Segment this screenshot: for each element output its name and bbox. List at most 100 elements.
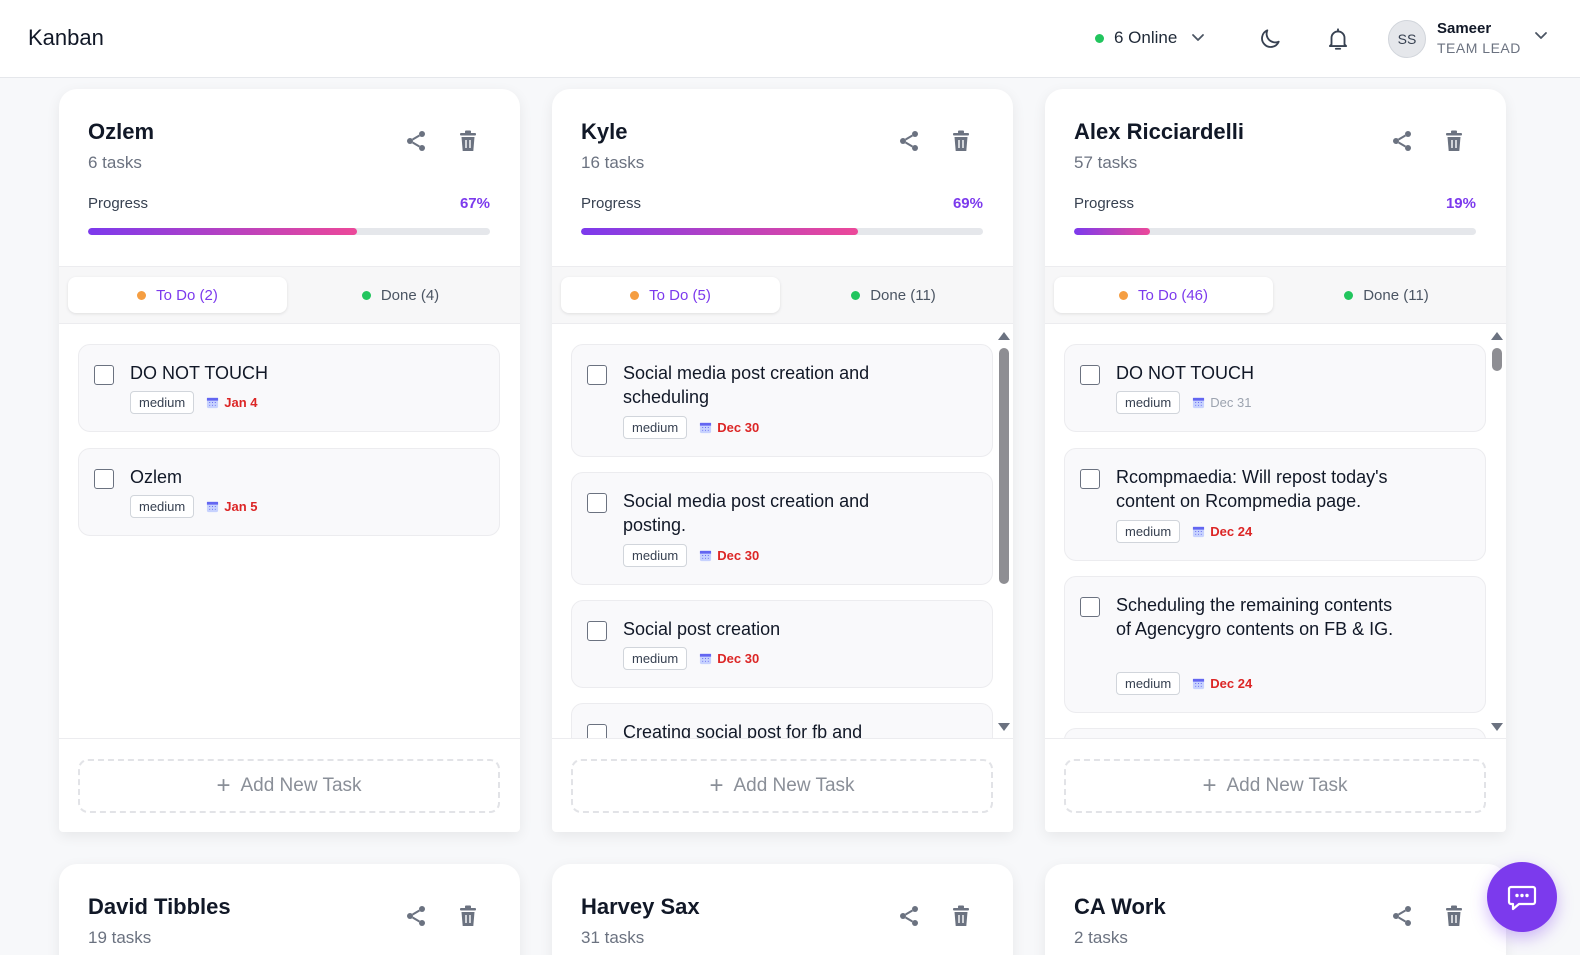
- tab-todo[interactable]: To Do (5): [561, 277, 780, 313]
- task-meta: medium Jan 4: [130, 391, 258, 414]
- tab-done-label: Done (11): [1363, 286, 1429, 304]
- progress-bar: [88, 228, 490, 235]
- board-card-david-tibbles: David Tibbles 19 tasks: [59, 864, 520, 955]
- scroll-up-arrow[interactable]: [1491, 332, 1503, 340]
- due-date: Dec 30: [699, 548, 759, 563]
- scrollbar-thumb[interactable]: [1492, 348, 1502, 371]
- task-checkbox[interactable]: [587, 621, 607, 641]
- progress-percent: 67%: [459, 195, 490, 212]
- todo-dot: [1118, 290, 1128, 300]
- trash-icon[interactable]: [1443, 904, 1465, 928]
- board-header: Alex Ricciardelli 57 tasks Progress 19%: [1045, 89, 1506, 267]
- task-card[interactable]: Scheduling the remaining contents of Age…: [1064, 576, 1486, 713]
- progress-bar: [1074, 228, 1476, 235]
- due-date: Dec 30: [699, 651, 759, 666]
- online-users-dropdown[interactable]: 6 Online: [1095, 28, 1205, 48]
- tab-done[interactable]: Done (11): [1277, 277, 1496, 313]
- task-meta: medium Dec 24: [1116, 672, 1252, 695]
- plus-icon: +: [216, 772, 231, 799]
- avatar[interactable]: SS: [1388, 20, 1426, 58]
- todo-dot: [137, 290, 147, 300]
- scroll-up-arrow[interactable]: [998, 332, 1010, 340]
- online-status-dot: [1095, 33, 1104, 43]
- task-card[interactable]: [1064, 728, 1486, 738]
- board-card-kyle: Kyle 16 tasks Progress 69% To Do (5) Don…: [552, 89, 1013, 832]
- task-card[interactable]: Rcompmaedia: Will repost today's content…: [1064, 448, 1486, 561]
- board-header: Kyle 16 tasks Progress 69%: [552, 89, 1013, 267]
- scrollbar-thumb[interactable]: [999, 348, 1009, 584]
- chat-button[interactable]: [1487, 862, 1557, 932]
- scroll-down-arrow[interactable]: [1491, 723, 1503, 731]
- task-card[interactable]: DO NOT TOUCH medium Jan 4: [78, 344, 500, 432]
- task-meta: medium Dec 31: [1116, 391, 1251, 414]
- tab-done[interactable]: Done (11): [784, 277, 1003, 313]
- task-card[interactable]: Social post creation medium Dec 30: [571, 600, 993, 688]
- calendar-icon: [700, 422, 712, 434]
- progress-label: Progress: [88, 195, 149, 212]
- share-icon[interactable]: [404, 904, 428, 928]
- tab-todo-label: To Do (2): [156, 286, 218, 304]
- trash-icon[interactable]: [457, 129, 479, 153]
- due-date-text: Dec 30: [717, 548, 760, 563]
- trash-icon[interactable]: [950, 129, 972, 153]
- task-checkbox[interactable]: [587, 493, 607, 513]
- share-icon[interactable]: [897, 904, 921, 928]
- task-checkbox[interactable]: [1080, 365, 1100, 385]
- chevron-down-icon[interactable]: [1533, 30, 1549, 42]
- task-card[interactable]: Creating social post for fb and: [571, 703, 993, 738]
- trash-icon[interactable]: [950, 904, 972, 928]
- scroll-down-arrow[interactable]: [998, 723, 1010, 731]
- task-checkbox[interactable]: [1080, 469, 1100, 489]
- share-icon[interactable]: [1390, 129, 1414, 153]
- due-date: Dec 24: [1192, 524, 1252, 539]
- task-card[interactable]: Social media post creation and posting. …: [571, 472, 993, 585]
- board-task-count: 2 tasks: [1074, 928, 1128, 947]
- task-meta: medium Dec 30: [623, 647, 759, 670]
- tab-done-label: Done (4): [380, 286, 440, 304]
- trash-icon[interactable]: [457, 904, 479, 928]
- calendar-icon: [1193, 526, 1205, 538]
- share-icon[interactable]: [897, 129, 921, 153]
- task-list: Social media post creation and schedulin…: [552, 324, 1013, 738]
- tab-todo[interactable]: To Do (46): [1054, 277, 1273, 313]
- add-task-button[interactable]: + Add New Task: [571, 759, 993, 813]
- task-checkbox[interactable]: [1080, 597, 1100, 617]
- task-checkbox[interactable]: [94, 365, 114, 385]
- add-task-button[interactable]: + Add New Task: [78, 759, 500, 813]
- task-card[interactable]: Ozlem medium Jan 5: [78, 448, 500, 536]
- add-task-button[interactable]: + Add New Task: [1064, 759, 1486, 813]
- task-checkbox[interactable]: [587, 365, 607, 385]
- task-card[interactable]: DO NOT TOUCH medium Dec 31: [1064, 344, 1486, 432]
- due-date: Dec 31: [1192, 395, 1251, 410]
- task-title: Rcompmaedia: Will repost today's content…: [1116, 467, 1388, 511]
- task-title: DO NOT TOUCH: [1116, 363, 1255, 383]
- board-footer: + Add New Task: [59, 738, 520, 832]
- share-icon[interactable]: [1390, 904, 1414, 928]
- share-icon[interactable]: [404, 129, 428, 153]
- board-title: David Tibbles: [88, 894, 231, 919]
- board-card-harvey-sax: Harvey Sax 31 tasks: [552, 864, 1013, 955]
- progress-percent: 19%: [1445, 195, 1476, 212]
- board-title: Kyle: [581, 119, 628, 144]
- tab-done[interactable]: Done (4): [291, 277, 510, 313]
- task-title: Social media post creation and schedulin…: [623, 363, 870, 407]
- user-name: Sameer: [1437, 20, 1492, 37]
- due-date-text: Dec 30: [717, 651, 760, 666]
- task-checkbox[interactable]: [587, 724, 607, 738]
- board-card-ca-work: CA Work 2 tasks: [1045, 864, 1506, 955]
- task-checkbox[interactable]: [94, 469, 114, 489]
- todo-dot: [630, 290, 640, 300]
- calendar-icon: [207, 397, 219, 409]
- status-tabs: To Do (46) Done (11): [1045, 267, 1506, 324]
- moon-icon[interactable]: [1257, 26, 1283, 52]
- progress-bar: [581, 228, 983, 235]
- bell-icon[interactable]: [1325, 26, 1351, 52]
- task-title: Scheduling the remaining contents of Age…: [1116, 595, 1394, 639]
- task-card[interactable]: Social media post creation and schedulin…: [571, 344, 993, 457]
- board-task-count: 19 tasks: [88, 928, 152, 947]
- tab-todo[interactable]: To Do (2): [68, 277, 287, 313]
- due-date: Jan 4: [206, 395, 258, 410]
- trash-icon[interactable]: [1443, 129, 1465, 153]
- status-tabs: To Do (2) Done (4): [59, 267, 520, 324]
- tab-done-label: Done (11): [870, 286, 936, 304]
